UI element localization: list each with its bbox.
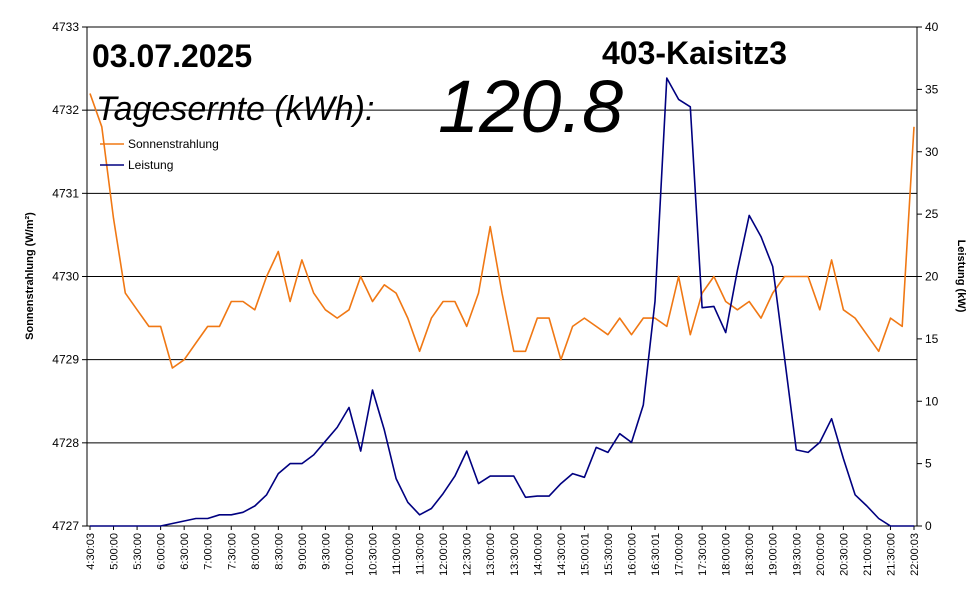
- right-tick-label: 0: [925, 519, 932, 533]
- right-axis-ticks: 0 5 10 15 20 25 30 35 40: [917, 20, 939, 533]
- right-tick-label: 15: [925, 332, 939, 346]
- x-tick-label: 11:00:00: [391, 533, 403, 575]
- yield-value: 120.8: [438, 65, 623, 148]
- x-tick-label: 20:00:00: [815, 533, 827, 576]
- x-tick-label: 7:30:00: [226, 533, 238, 570]
- right-tick-label: 20: [925, 270, 939, 284]
- station-title: 403-Kaisitz3: [602, 35, 787, 71]
- left-axis-ticks: 4727 4728 4729 4730 4731 4732 4733: [52, 20, 87, 533]
- left-tick-label: 4730: [52, 270, 79, 284]
- x-tick-label: 18:30:00: [744, 533, 756, 576]
- x-tick-label: 22:00:03: [909, 533, 921, 576]
- series-line-leistung: [90, 77, 914, 527]
- x-tick-label: 12:30:00: [462, 533, 474, 576]
- left-axis-title: Sonnenstrahlung (W/m²): [24, 212, 36, 340]
- x-tick-label: 18:00:00: [721, 533, 733, 576]
- left-tick-label: 4729: [52, 353, 79, 367]
- left-tick-label: 4733: [52, 20, 79, 34]
- x-tick-label: 12:00:00: [438, 533, 450, 576]
- legend-label-leistung: Leistung: [128, 158, 173, 172]
- x-tick-label: 14:30:00: [556, 533, 568, 576]
- series-line-sonnenstrahlung: [89, 93, 915, 369]
- x-tick-label: 15:00:01: [579, 533, 591, 576]
- x-tick-label: 5:00:00: [109, 533, 121, 570]
- x-tick-label: 21:00:00: [862, 533, 874, 576]
- x-tick-label: 21:30:00: [885, 533, 897, 576]
- x-tick-label: 8:00:00: [250, 533, 262, 570]
- series-layer: [89, 77, 915, 527]
- left-tick-label: 4732: [52, 103, 79, 117]
- x-tick-label: 11:30:00: [415, 533, 427, 575]
- legend: Sonnenstrahlung Leistung: [100, 137, 219, 172]
- x-tick-label: 20:30:00: [838, 533, 850, 576]
- right-tick-label: 25: [925, 207, 939, 221]
- right-tick-label: 40: [925, 20, 939, 34]
- x-tick-label: 13:00:00: [485, 533, 497, 576]
- x-tick-label: 16:00:00: [626, 533, 638, 576]
- right-tick-label: 35: [925, 82, 939, 96]
- left-tick-label: 4731: [52, 186, 79, 200]
- x-tick-label: 9:30:00: [320, 533, 332, 570]
- x-tick-label: 16:30:01: [650, 533, 662, 576]
- x-tick-label: 6:00:00: [156, 533, 168, 570]
- x-tick-label: 7:00:00: [203, 533, 215, 570]
- right-axis-title: Leistung (kW): [955, 240, 967, 313]
- right-tick-label: 5: [925, 457, 932, 471]
- x-tick-label: 19:00:00: [768, 533, 780, 576]
- x-tick-label: 5:30:00: [132, 533, 144, 570]
- x-tick-label: 17:30:00: [697, 533, 709, 576]
- date-title: 03.07.2025: [92, 38, 252, 74]
- left-tick-label: 4728: [52, 436, 79, 450]
- legend-label-sonnenstrahlung: Sonnenstrahlung: [128, 137, 219, 151]
- x-tick-label: 9:00:00: [297, 533, 309, 570]
- x-tick-label: 19:30:00: [791, 533, 803, 576]
- yield-label: Tagesernte (kWh):: [96, 90, 374, 128]
- x-tick-label: 4:30:03: [85, 533, 97, 570]
- x-tick-label: 14:00:00: [532, 533, 544, 576]
- right-tick-label: 10: [925, 394, 939, 408]
- x-tick-label: 8:30:00: [273, 533, 285, 570]
- x-tick-label: 6:30:00: [179, 533, 191, 570]
- right-tick-label: 30: [925, 145, 939, 159]
- x-tick-label: 15:30:00: [603, 533, 615, 576]
- x-tick-label: 13:30:00: [509, 533, 521, 576]
- x-axis-ticks: 4:30:03 5:00:00 5:30:00 6:00:00 6:30:00 7:00:…: [85, 526, 921, 576]
- left-tick-label: 4727: [52, 519, 79, 533]
- gridlines: [87, 109, 917, 444]
- x-tick-label: 17:00:00: [674, 533, 686, 576]
- x-tick-label: 10:30:00: [368, 533, 380, 576]
- x-tick-label: 10:00:00: [344, 533, 356, 576]
